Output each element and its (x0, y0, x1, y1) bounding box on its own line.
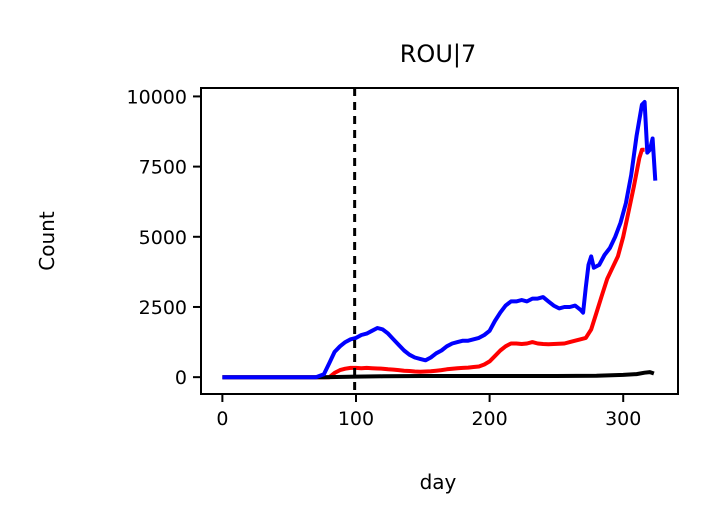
plot-frame (200, 87, 679, 395)
x-tick-label: 0 (216, 408, 228, 430)
y-tick-label: 0 (175, 367, 187, 389)
plot-area (222, 100, 658, 380)
series-line-0 (222, 100, 658, 380)
x-axis-label: day (420, 470, 457, 494)
x-tick-label: 200 (471, 408, 507, 430)
y-tick-label: 7500 (139, 157, 187, 179)
series-line-2 (222, 370, 655, 380)
series-line-1 (222, 147, 645, 380)
x-axis: 0 100 200 300 (216, 394, 641, 430)
x-tick-label: 100 (338, 408, 374, 430)
y-axis-label: Count (35, 211, 59, 271)
chart-title: ROU|7 (400, 40, 477, 68)
series-layer (222, 100, 658, 380)
y-axis: 0 2500 5000 7500 10000 (127, 86, 201, 389)
y-tick-label: 2500 (139, 297, 187, 319)
x-tick-label: 300 (605, 408, 641, 430)
y-tick-label: 10000 (127, 86, 187, 108)
y-tick-label: 5000 (139, 227, 187, 249)
